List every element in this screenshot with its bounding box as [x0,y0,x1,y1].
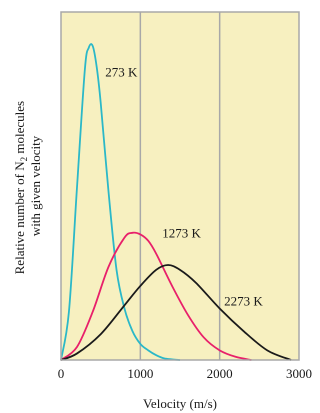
x-axis-label: Velocity (m/s) [143,396,217,411]
series-annotations: 273 K 1273 K 2273 K [105,65,263,309]
series-line-1273-k [60,231,252,361]
series-group [60,43,292,361]
x-tick-label-3000: 3000 [286,366,312,381]
y-axis-label: Relative number of N2 molecules with giv… [12,98,43,275]
annotation-273-k: 273 K [105,65,138,80]
x-tick-label-2000: 2000 [207,366,233,381]
series-line-273-k [60,43,181,361]
y-axis-label-line2: with given velocity [28,135,43,236]
annotation-2273-k: 2273 K [224,293,263,308]
gridlines [139,12,221,360]
y-axis-label-part1: Relative number of N [12,161,27,275]
annotation-1273-k: 1273 K [162,226,201,241]
x-tick-label-0: 0 [58,366,65,381]
y-axis-label-part2: molecules [12,101,27,157]
y-axis-label-line1: Relative number of N2 molecules [12,98,29,275]
y-axis-label-subscript: 2 [19,157,29,162]
series-line-2273-k [60,264,292,361]
x-tick-labels: 0 1000 2000 3000 [58,366,312,381]
x-tick-label-1000: 1000 [127,366,153,381]
plot-frame [60,11,300,361]
